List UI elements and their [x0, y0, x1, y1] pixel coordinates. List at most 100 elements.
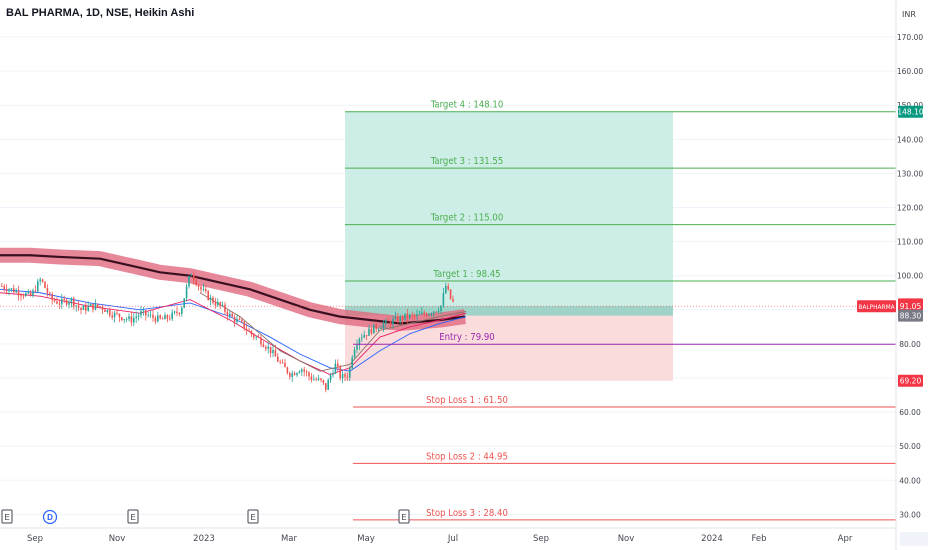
earnings-marker-letter: E — [4, 513, 9, 522]
candle — [298, 371, 301, 374]
candle — [212, 297, 214, 303]
ma-band-core — [0, 254, 466, 325]
candle — [200, 286, 202, 290]
candle — [157, 315, 159, 322]
x-tick-label: Apr — [838, 534, 853, 544]
target-2-label: Target 2 : 115.00 — [430, 213, 504, 224]
y-tick-label: 60.00 — [899, 408, 921, 417]
candle — [377, 328, 380, 330]
candle — [221, 304, 224, 306]
stop-loss-2-label: Stop Loss 2 : 44.95 — [426, 451, 508, 462]
candle — [447, 285, 449, 290]
earnings-marker-letter: E — [130, 513, 135, 522]
candle — [233, 316, 236, 322]
candle — [135, 316, 137, 318]
y-tick-label: 160.00 — [897, 67, 923, 76]
candle — [274, 350, 277, 357]
candle — [291, 373, 293, 377]
candle — [171, 312, 173, 319]
candle — [173, 311, 176, 313]
candle — [322, 379, 325, 384]
candle — [3, 286, 5, 290]
candle — [15, 290, 17, 293]
chart-title: BAL PHARMA, 1D, NSE, Heikin Ashi — [6, 7, 195, 19]
candle — [279, 361, 281, 363]
x-tick-label: 2024 — [701, 534, 723, 544]
y-tick-label: 120.00 — [897, 204, 923, 213]
candle — [389, 321, 392, 325]
y-tick-label: 110.00 — [897, 238, 923, 247]
candle — [8, 289, 10, 292]
candle — [337, 363, 339, 367]
candle — [219, 302, 221, 306]
candle — [116, 312, 118, 314]
x-tick-label: Jul — [447, 534, 458, 544]
candle — [329, 375, 332, 380]
candle — [238, 318, 241, 320]
x-tick-label: 2023 — [193, 534, 215, 544]
candle — [310, 376, 313, 381]
candle — [104, 309, 106, 312]
candle — [308, 372, 310, 377]
candle — [22, 295, 25, 297]
candle — [197, 285, 200, 287]
price-label: 88.30 — [900, 312, 922, 321]
candle — [89, 303, 92, 307]
candle — [128, 316, 130, 320]
candle — [397, 316, 399, 322]
candle — [58, 303, 61, 305]
candle — [133, 317, 135, 323]
candle — [99, 306, 101, 308]
candle — [442, 293, 445, 306]
candle — [339, 366, 341, 379]
candle — [421, 312, 423, 314]
earnings-marker — [1, 509, 13, 524]
candle — [418, 313, 421, 315]
candle — [190, 275, 193, 277]
symbol-label: BALPHARMA — [858, 303, 894, 311]
candle — [169, 318, 171, 320]
candle — [404, 313, 406, 320]
candle — [416, 314, 418, 317]
earnings-marker-letter: E — [401, 513, 406, 522]
candle — [428, 314, 430, 316]
candle — [73, 298, 75, 307]
candle — [161, 318, 164, 320]
candle — [363, 335, 365, 338]
candle — [351, 357, 353, 368]
candle — [44, 281, 46, 289]
dividend-marker — [42, 509, 58, 525]
x-tick-label: Feb — [751, 534, 766, 544]
price-label-box — [898, 374, 923, 387]
x-tick-label: Nov — [618, 534, 635, 544]
candle — [75, 305, 77, 307]
candle — [413, 315, 416, 317]
moving-average-2 — [0, 292, 467, 376]
candle — [125, 319, 128, 320]
candle — [243, 321, 245, 329]
candle — [1, 285, 3, 287]
currency-label[interactable]: INR — [902, 10, 916, 19]
candle — [183, 298, 185, 308]
price-label: 148.10 — [897, 108, 923, 117]
candle — [281, 362, 284, 364]
candle — [63, 299, 65, 300]
candle — [121, 317, 123, 321]
candle — [394, 316, 397, 320]
candle — [80, 307, 82, 310]
candle — [147, 315, 149, 317]
y-tick-label: 30.00 — [899, 510, 921, 519]
candle — [375, 324, 377, 329]
candle — [94, 303, 97, 310]
x-tick-label: Sep — [533, 534, 549, 544]
x-tick-label: Sep — [27, 534, 43, 544]
candle — [17, 290, 20, 296]
candle — [267, 346, 269, 349]
candle — [101, 306, 104, 310]
entry-label: Entry : 79.90 — [439, 332, 495, 343]
candle — [387, 320, 389, 322]
x-tick-label: May — [357, 534, 375, 544]
candle — [385, 320, 387, 324]
candle — [56, 301, 58, 304]
